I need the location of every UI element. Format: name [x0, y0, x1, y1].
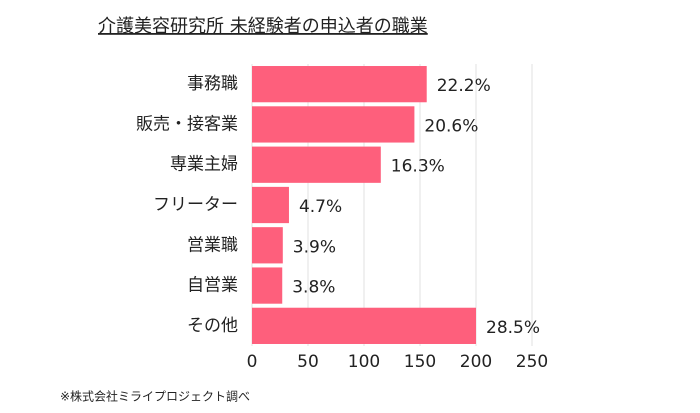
bar	[252, 307, 476, 344]
x-tick-label: 200	[460, 352, 492, 372]
data-label: 3.8%	[292, 278, 335, 298]
chart-title: 介護美容研究所 未経験者の申込者の職業	[98, 16, 428, 37]
y-tick-label: 営業職	[187, 235, 238, 255]
data-label: 22.2%	[437, 76, 491, 96]
data-label: 4.7%	[299, 197, 342, 217]
x-tick-label: 100	[348, 352, 380, 372]
y-tick-label: 販売・接客業	[136, 114, 238, 134]
y-tick-label: 専業主婦	[170, 155, 238, 175]
x-tick-label: 50	[297, 352, 319, 372]
data-label: 16.3%	[391, 157, 445, 177]
source-note: ※株式会社ミライプロジェクト調べ	[60, 389, 250, 404]
bar	[252, 227, 283, 264]
bar	[252, 146, 381, 183]
bar	[252, 106, 415, 143]
x-tick-label: 250	[516, 352, 548, 372]
x-tick-label: 150	[404, 352, 436, 372]
y-tick-label: 自営業	[187, 276, 238, 296]
bar	[252, 267, 283, 304]
y-tick-label: その他	[187, 316, 238, 336]
data-label: 3.9%	[293, 237, 336, 257]
y-tick-label: フリーター	[153, 195, 238, 215]
data-label: 28.5%	[486, 318, 540, 338]
data-label: 20.6%	[424, 116, 478, 136]
bar	[252, 186, 289, 224]
x-tick-label: 0	[247, 352, 258, 372]
bar	[252, 66, 427, 103]
y-tick-label: 事務職	[187, 74, 238, 94]
